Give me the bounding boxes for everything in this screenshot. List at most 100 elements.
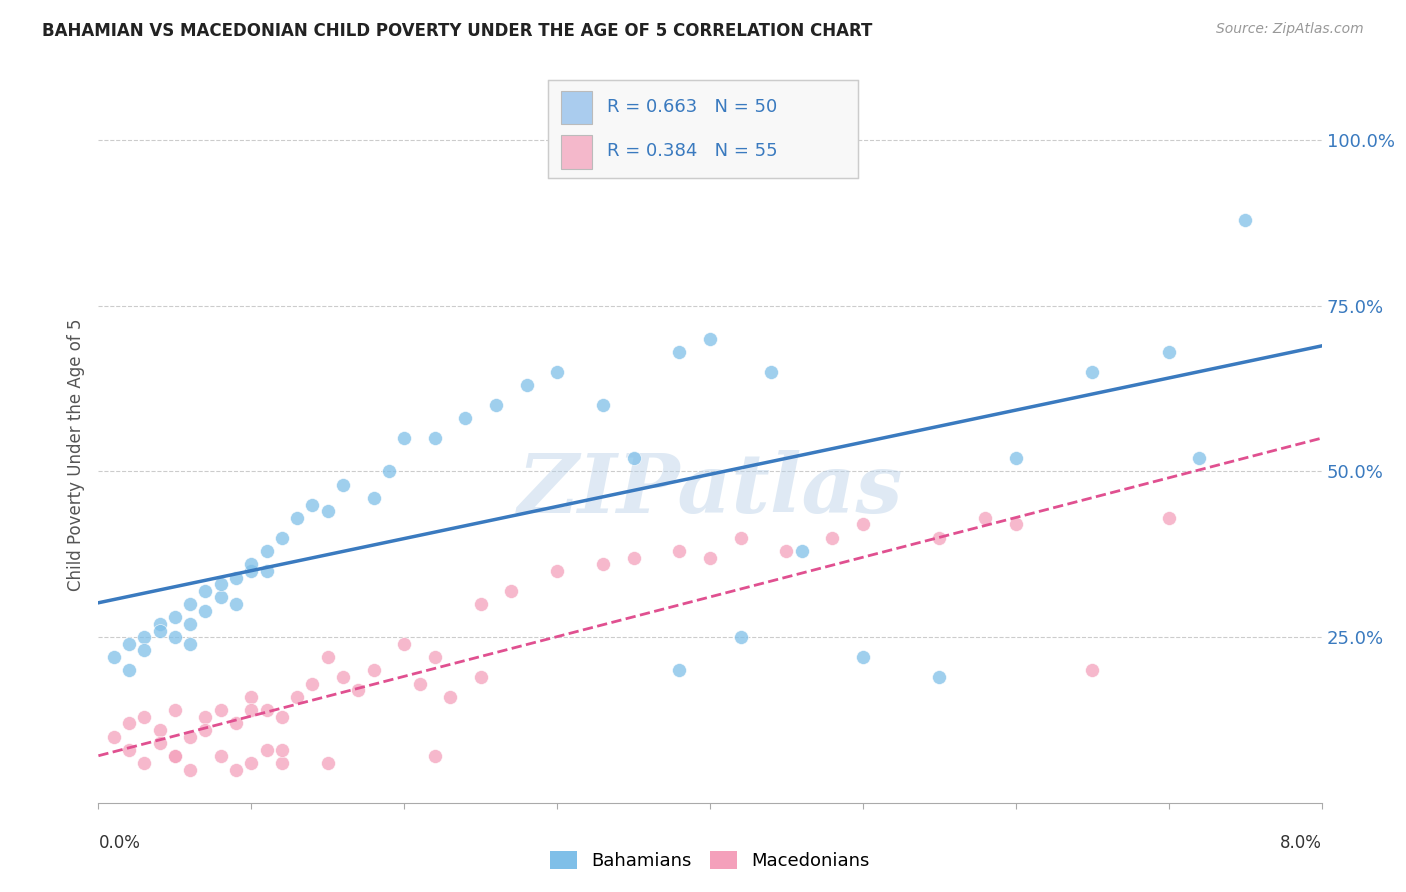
Point (454, 411, 477, 425)
Point (546, 564, 568, 578)
Point (179, 597, 201, 611)
Point (118, 716, 141, 731)
Point (316, 650, 339, 665)
Point (240, 564, 263, 578)
Point (730, 531, 752, 545)
Point (592, 398, 614, 412)
Point (270, 756, 294, 770)
Point (256, 564, 278, 578)
Point (209, 749, 232, 764)
Point (423, 431, 446, 445)
Point (301, 676, 323, 690)
Point (1234, 212, 1257, 227)
Point (668, 345, 690, 359)
Point (332, 670, 354, 684)
Point (408, 676, 430, 690)
Point (256, 544, 278, 558)
Point (103, 650, 125, 665)
Point (118, 663, 141, 677)
Point (256, 703, 278, 717)
Point (316, 504, 339, 518)
Point (103, 730, 125, 744)
Point (363, 491, 385, 505)
Point (790, 544, 813, 558)
Point (134, 630, 156, 644)
Point (759, 365, 782, 379)
Point (225, 570, 247, 584)
Point (852, 650, 875, 665)
Point (623, 451, 645, 466)
Point (118, 637, 141, 651)
Text: 8.0%: 8.0% (1279, 834, 1322, 852)
Point (592, 558, 614, 572)
Legend: Bahamians, Macedonians: Bahamians, Macedonians (543, 844, 877, 877)
Point (134, 643, 156, 657)
Point (347, 683, 370, 698)
Point (1188, 451, 1211, 466)
Point (163, 630, 186, 644)
Point (134, 756, 156, 770)
Point (423, 650, 446, 665)
Point (270, 743, 294, 757)
Point (439, 690, 461, 704)
Point (485, 398, 508, 412)
Point (423, 749, 446, 764)
Point (1004, 451, 1026, 466)
Point (225, 597, 247, 611)
FancyBboxPatch shape (561, 91, 592, 124)
Point (179, 730, 201, 744)
Point (501, 583, 523, 598)
Point (546, 365, 568, 379)
Point (225, 716, 247, 731)
Point (240, 703, 263, 717)
Point (821, 531, 844, 545)
Point (699, 550, 721, 565)
Point (194, 709, 217, 723)
Point (392, 637, 416, 651)
Point (240, 558, 263, 572)
Point (270, 531, 294, 545)
Point (852, 517, 875, 532)
Point (149, 616, 172, 631)
Point (240, 690, 263, 704)
Text: R = 0.384   N = 55: R = 0.384 N = 55 (607, 142, 778, 160)
Point (179, 616, 201, 631)
Point (209, 591, 232, 605)
Point (209, 703, 232, 717)
Point (163, 749, 186, 764)
FancyBboxPatch shape (561, 136, 592, 169)
Point (1081, 663, 1104, 677)
Point (194, 583, 217, 598)
Point (194, 604, 217, 618)
Point (928, 531, 950, 545)
Point (285, 511, 308, 525)
Text: R = 0.663   N = 50: R = 0.663 N = 50 (607, 98, 778, 116)
Point (775, 544, 797, 558)
Point (668, 544, 690, 558)
Text: Source: ZipAtlas.com: Source: ZipAtlas.com (1216, 22, 1364, 37)
Y-axis label: Child Poverty Under the Age of 5: Child Poverty Under the Age of 5 (66, 318, 84, 591)
Point (928, 670, 950, 684)
Point (470, 670, 492, 684)
Point (163, 749, 186, 764)
Point (378, 465, 401, 479)
Point (209, 577, 232, 591)
Point (730, 630, 752, 644)
Text: BAHAMIAN VS MACEDONIAN CHILD POVERTY UNDER THE AGE OF 5 CORRELATION CHART: BAHAMIAN VS MACEDONIAN CHILD POVERTY UND… (42, 22, 873, 40)
Point (240, 756, 263, 770)
Point (316, 756, 339, 770)
Point (179, 763, 201, 777)
Point (149, 624, 172, 638)
Point (118, 743, 141, 757)
Point (285, 690, 308, 704)
Point (225, 763, 247, 777)
Text: 0.0%: 0.0% (98, 834, 141, 852)
Point (699, 332, 721, 346)
Point (1004, 517, 1026, 532)
Point (301, 498, 323, 512)
Point (623, 550, 645, 565)
Point (194, 723, 217, 737)
Point (149, 723, 172, 737)
Point (668, 663, 690, 677)
Point (179, 637, 201, 651)
